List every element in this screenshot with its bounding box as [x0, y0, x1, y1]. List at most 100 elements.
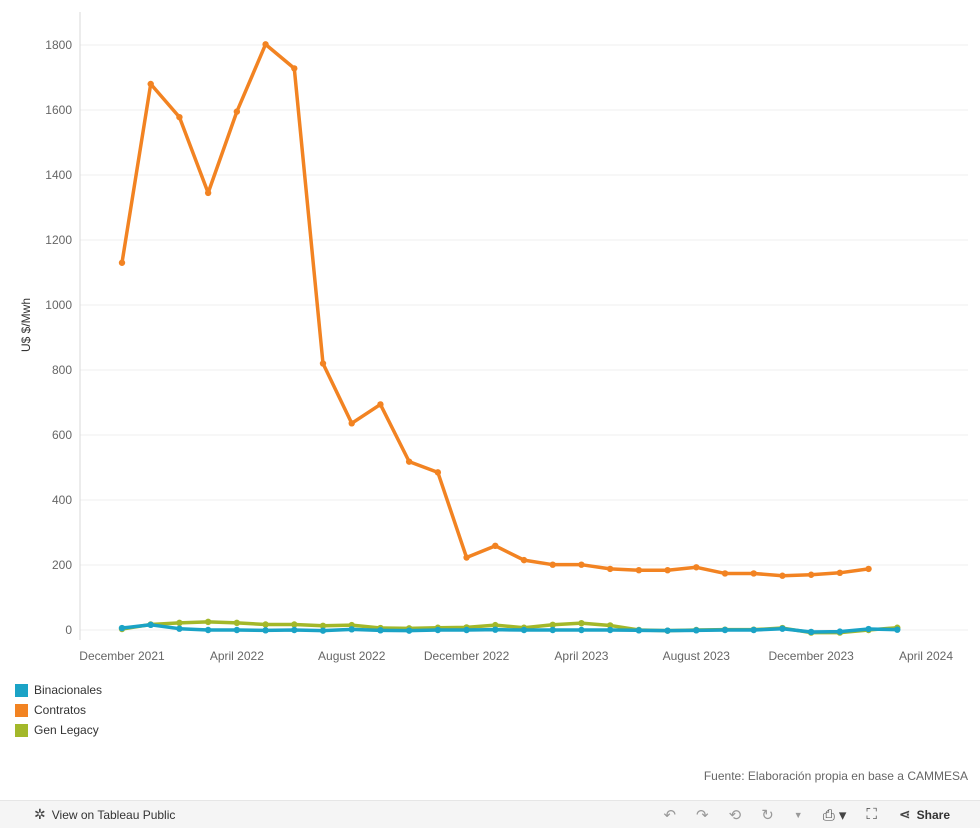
data-point-gen-legacy[interactable]: [319, 622, 327, 629]
chevron-down-icon[interactable]: ▼: [793, 809, 803, 820]
line-chart: 0 200 400 600 800 1000 1200 1400 1600 1800 Decemb…: [19, 12, 968, 663]
data-point-contratos[interactable]: [434, 469, 442, 476]
data-point-binacionales[interactable]: [492, 626, 499, 633]
data-point-contratos[interactable]: [492, 542, 499, 550]
data-point-gen-legacy[interactable]: [176, 619, 183, 627]
data-point-binacionales[interactable]: [664, 627, 671, 634]
data-point-gen-legacy[interactable]: [233, 619, 241, 627]
x-tick-label: August 2023: [663, 649, 731, 663]
y-axis-title: U$ $/Mwh: [19, 298, 33, 352]
data-point-binacionales[interactable]: [578, 626, 585, 634]
legend-item-gen-legacy[interactable]: Gen Legacy: [15, 720, 102, 740]
legend-label: Contratos: [34, 703, 87, 717]
data-point-binacionales[interactable]: [434, 626, 442, 634]
data-point-gen-legacy[interactable]: [291, 621, 298, 628]
data-point-contratos[interactable]: [463, 554, 470, 561]
data-point-binacionales[interactable]: [894, 626, 901, 633]
data-point-contratos[interactable]: [836, 569, 844, 576]
data-point-gen-legacy[interactable]: [492, 621, 499, 629]
legend-label: Gen Legacy: [34, 723, 99, 737]
data-point-binacionales[interactable]: [118, 624, 126, 632]
data-point-contratos[interactable]: [750, 570, 757, 577]
data-point-contratos[interactable]: [204, 189, 212, 197]
data-point-binacionales[interactable]: [606, 626, 614, 634]
share-button[interactable]: ⋖ Share: [899, 806, 950, 823]
data-point-binacionales[interactable]: [377, 627, 384, 634]
view-on-tableau-label: View on Tableau Public: [51, 807, 176, 822]
x-tick-label: April 2022: [210, 649, 264, 663]
undo-icon[interactable]: ↶: [663, 806, 677, 824]
series-binacionales: [118, 621, 901, 636]
data-point-binacionales[interactable]: [204, 626, 212, 634]
data-point-binacionales[interactable]: [635, 627, 643, 634]
tableau-toolbar: ✲ View on Tableau Public ↶ ↷ ⟲ ↻ ▼ ⎙ ▾ ⛶…: [0, 800, 980, 828]
data-point-binacionales[interactable]: [549, 626, 556, 634]
data-point-binacionales[interactable]: [693, 627, 700, 634]
data-point-binacionales[interactable]: [291, 626, 298, 634]
x-tick-label: April 2024: [899, 649, 953, 663]
data-point-binacionales[interactable]: [865, 625, 872, 633]
data-point-binacionales[interactable]: [520, 626, 528, 634]
share-label: Share: [916, 807, 950, 822]
data-point-contratos[interactable]: [291, 65, 298, 72]
data-point-contratos[interactable]: [635, 567, 643, 574]
data-point-binacionales[interactable]: [750, 626, 757, 634]
data-point-contratos[interactable]: [348, 420, 355, 427]
y-tick-label: 1600: [45, 103, 72, 117]
y-tick-label: 1200: [45, 233, 72, 247]
data-point-contratos[interactable]: [578, 561, 585, 568]
data-point-binacionales[interactable]: [262, 627, 269, 634]
data-point-gen-legacy[interactable]: [606, 622, 614, 629]
data-point-contratos[interactable]: [520, 556, 528, 564]
data-point-contratos[interactable]: [865, 565, 872, 573]
y-axis-ticks: 0 200 400 600 800 1000 1200 1400 1600 1800: [45, 38, 72, 637]
data-point-contratos[interactable]: [118, 259, 126, 266]
data-point-binacionales[interactable]: [721, 626, 729, 634]
data-point-contratos[interactable]: [664, 567, 671, 574]
data-point-binacionales[interactable]: [836, 628, 844, 635]
data-point-gen-legacy[interactable]: [204, 618, 212, 626]
data-point-gen-legacy[interactable]: [578, 619, 585, 627]
data-point-contratos[interactable]: [377, 401, 384, 408]
fullscreen-icon[interactable]: ⛶: [866, 806, 877, 823]
x-tick-label: December 2022: [424, 649, 510, 663]
series-lines: [118, 41, 901, 636]
data-point-gen-legacy[interactable]: [549, 621, 556, 628]
data-point-binacionales[interactable]: [348, 626, 355, 633]
data-point-binacionales[interactable]: [176, 625, 183, 632]
y-tick-label: 600: [52, 428, 72, 442]
data-point-binacionales[interactable]: [319, 627, 327, 634]
data-point-binacionales[interactable]: [807, 628, 815, 636]
data-point-contratos[interactable]: [693, 564, 700, 571]
download-icon[interactable]: ⎙ ▾: [822, 806, 847, 824]
view-on-tableau-link[interactable]: ✲ View on Tableau Public: [34, 806, 175, 823]
data-point-contratos[interactable]: [606, 565, 614, 573]
data-point-contratos[interactable]: [233, 108, 241, 115]
data-point-binacionales[interactable]: [233, 626, 241, 634]
redo-icon[interactable]: ↷: [696, 806, 709, 824]
data-point-contratos[interactable]: [779, 572, 786, 579]
data-point-contratos[interactable]: [807, 571, 815, 578]
data-point-gen-legacy[interactable]: [262, 621, 269, 628]
legend-item-binacionales[interactable]: Binacionales: [15, 680, 102, 700]
revert-icon[interactable]: ⟲: [728, 806, 742, 824]
x-tick-label: April 2023: [554, 649, 608, 663]
data-point-contratos[interactable]: [319, 360, 327, 367]
data-point-contratos[interactable]: [721, 570, 729, 577]
data-point-contratos[interactable]: [176, 113, 183, 121]
legend-swatch-gen-legacy: [15, 723, 28, 737]
data-point-binacionales[interactable]: [463, 626, 470, 634]
legend-swatch-contratos: [15, 703, 28, 717]
data-point-binacionales[interactable]: [147, 621, 154, 628]
legend: Binacionales Contratos Gen Legacy: [15, 680, 102, 740]
legend-swatch-binacionales: [15, 683, 28, 697]
refresh-icon[interactable]: ↻: [761, 806, 774, 824]
data-point-contratos[interactable]: [549, 561, 556, 568]
data-point-contratos[interactable]: [262, 41, 269, 48]
data-point-contratos[interactable]: [147, 80, 154, 88]
legend-item-contratos[interactable]: Contratos: [15, 700, 102, 720]
tableau-logo-icon: ✲: [34, 806, 46, 822]
data-point-contratos[interactable]: [405, 458, 413, 465]
data-point-binacionales[interactable]: [779, 625, 786, 632]
data-point-binacionales[interactable]: [405, 627, 413, 634]
